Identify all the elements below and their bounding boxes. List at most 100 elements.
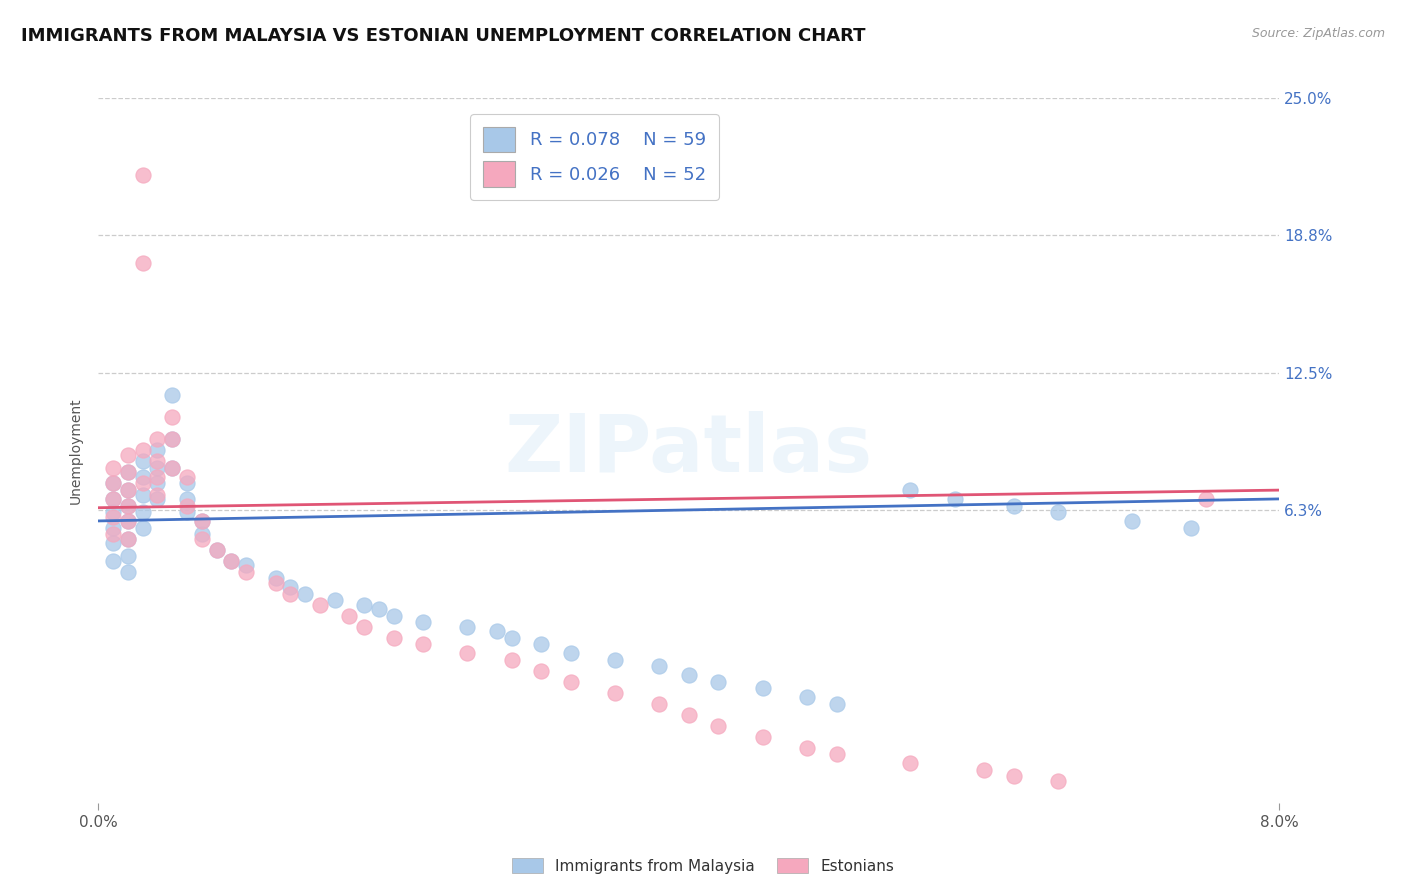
Point xyxy=(191,514,214,528)
Point xyxy=(457,646,479,660)
Point xyxy=(103,536,125,550)
Point xyxy=(368,602,391,616)
Text: ZIPatlas: ZIPatlas xyxy=(505,411,873,490)
Point xyxy=(382,608,405,623)
Point xyxy=(412,637,434,651)
Point xyxy=(103,491,125,506)
Point xyxy=(146,461,169,475)
Point xyxy=(825,697,848,711)
Point xyxy=(117,466,139,480)
Point xyxy=(103,520,125,534)
Point xyxy=(132,470,155,484)
Point xyxy=(205,542,228,557)
Point xyxy=(132,256,155,270)
Point xyxy=(162,388,183,402)
Point xyxy=(605,653,627,667)
Point xyxy=(678,668,700,682)
Point xyxy=(146,433,169,447)
Point xyxy=(501,653,523,667)
Point xyxy=(353,598,375,612)
Point xyxy=(678,707,700,722)
Point xyxy=(382,631,405,645)
Point xyxy=(900,756,922,771)
Point xyxy=(117,448,139,462)
Point xyxy=(707,719,730,733)
Point xyxy=(146,491,169,506)
Point xyxy=(457,619,479,633)
Point xyxy=(530,664,553,678)
Point xyxy=(146,454,169,468)
Point xyxy=(560,674,582,689)
Point xyxy=(309,598,332,612)
Point xyxy=(132,505,155,519)
Point xyxy=(294,586,316,600)
Point xyxy=(162,410,183,425)
Point xyxy=(176,505,198,519)
Point xyxy=(752,730,775,744)
Point xyxy=(132,443,155,458)
Point xyxy=(280,580,302,594)
Point xyxy=(146,443,169,458)
Point xyxy=(132,520,155,534)
Point xyxy=(132,476,155,491)
Point xyxy=(323,593,346,607)
Point xyxy=(162,461,183,475)
Point xyxy=(132,487,155,501)
Point xyxy=(117,483,139,497)
Point xyxy=(132,168,155,182)
Point xyxy=(235,558,257,572)
Point xyxy=(162,461,183,475)
Legend: R = 0.078    N = 59, R = 0.026    N = 52: R = 0.078 N = 59, R = 0.026 N = 52 xyxy=(470,114,718,200)
Text: IMMIGRANTS FROM MALAYSIA VS ESTONIAN UNEMPLOYMENT CORRELATION CHART: IMMIGRANTS FROM MALAYSIA VS ESTONIAN UNE… xyxy=(21,27,866,45)
Point xyxy=(264,571,287,585)
Point xyxy=(221,553,243,567)
Point xyxy=(146,470,169,484)
Point xyxy=(339,608,361,623)
Point xyxy=(707,674,730,689)
Point xyxy=(648,697,671,711)
Point xyxy=(235,565,257,579)
Point xyxy=(117,483,139,497)
Point xyxy=(943,491,966,506)
Point xyxy=(752,681,775,696)
Point xyxy=(605,686,627,700)
Point xyxy=(796,740,818,755)
Point xyxy=(1180,520,1202,534)
Point xyxy=(648,659,671,673)
Point xyxy=(501,631,523,645)
Point xyxy=(1046,505,1070,519)
Point xyxy=(353,619,375,633)
Point xyxy=(162,433,183,447)
Point xyxy=(117,499,139,513)
Point xyxy=(162,433,183,447)
Point xyxy=(103,509,125,524)
Point xyxy=(117,565,139,579)
Point xyxy=(486,624,509,638)
Point xyxy=(176,499,198,513)
Point xyxy=(103,491,125,506)
Point xyxy=(103,505,125,519)
Point xyxy=(103,476,125,491)
Point xyxy=(117,466,139,480)
Point xyxy=(146,487,169,501)
Point xyxy=(146,476,169,491)
Point xyxy=(117,514,139,528)
Point xyxy=(973,763,995,777)
Point xyxy=(1002,499,1025,513)
Point xyxy=(103,527,125,541)
Point xyxy=(280,586,302,600)
Legend: Immigrants from Malaysia, Estonians: Immigrants from Malaysia, Estonians xyxy=(506,852,900,880)
Point xyxy=(825,747,848,762)
Point xyxy=(1121,514,1143,528)
Point xyxy=(205,542,228,557)
Text: Source: ZipAtlas.com: Source: ZipAtlas.com xyxy=(1251,27,1385,40)
Point xyxy=(103,461,125,475)
Point xyxy=(796,690,818,705)
Point xyxy=(1046,773,1070,788)
Point xyxy=(132,454,155,468)
Point xyxy=(176,491,198,506)
Point xyxy=(117,514,139,528)
Point xyxy=(900,483,922,497)
Point xyxy=(560,646,582,660)
Point xyxy=(117,532,139,546)
